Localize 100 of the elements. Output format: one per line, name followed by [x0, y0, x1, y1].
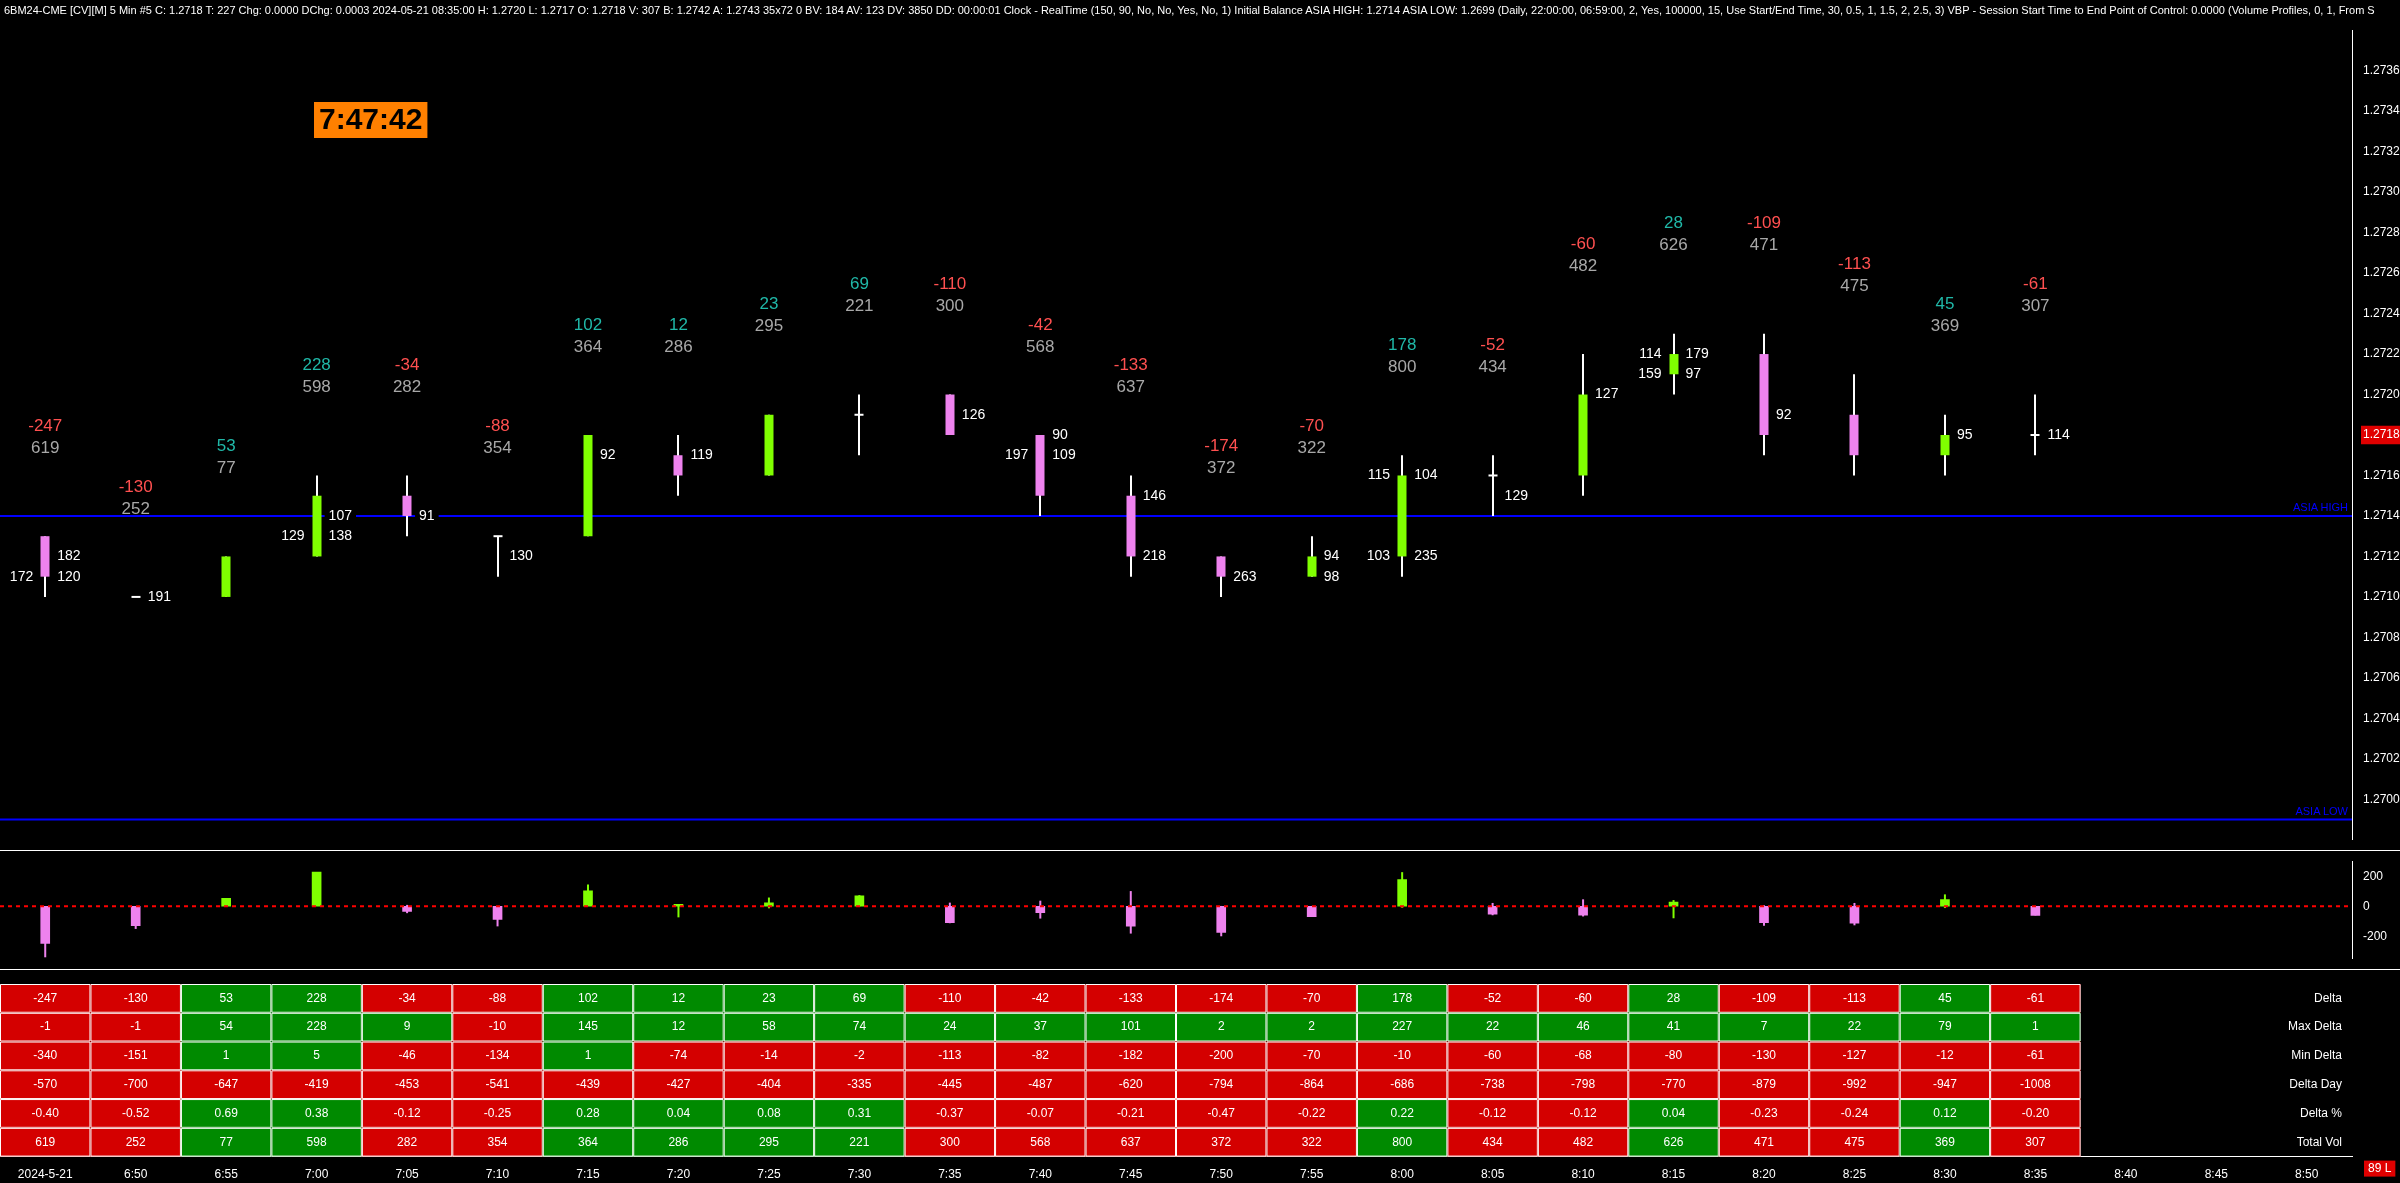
- annotation: -52: [1480, 334, 1505, 354]
- data-label: 58: [762, 1019, 776, 1034]
- x-tick-label: 8:45: [2204, 1167, 2229, 1182]
- data-label: 0.69: [214, 1105, 239, 1120]
- data-label: 37: [1033, 1019, 1048, 1034]
- data-label: -647: [214, 1077, 239, 1091]
- data-label: -0.40: [31, 1105, 60, 1120]
- data-label: 41: [1666, 1019, 1681, 1034]
- annotation: 354: [483, 437, 512, 457]
- annotation: -110: [933, 274, 967, 294]
- data-label: -738: [1480, 1077, 1505, 1091]
- annotation: 114: [1639, 344, 1662, 361]
- data-label: -1: [39, 1019, 51, 1034]
- annotation: 364: [573, 336, 603, 356]
- x-tick-label: 7:10: [485, 1167, 510, 1182]
- data-label: 286: [668, 1134, 689, 1149]
- y-tick-label: 1.2724: [2363, 305, 2400, 320]
- data-label: -60: [1483, 1048, 1502, 1063]
- data-label: -151: [123, 1048, 149, 1063]
- x-tick-label: 6:55: [214, 1167, 239, 1182]
- annotation: 120: [57, 567, 81, 584]
- x-tick-label: 7:15: [576, 1167, 600, 1182]
- annotation: 300: [935, 296, 965, 316]
- data-label: -80: [1664, 1048, 1683, 1063]
- y-tick-label: 1.2736: [2363, 62, 2400, 77]
- annotation: 138: [328, 527, 353, 544]
- data-label: 364: [577, 1134, 599, 1149]
- data-label: 54: [219, 1019, 234, 1034]
- annotation: 172: [9, 567, 34, 584]
- annotation: 475: [1840, 275, 1869, 295]
- annotation: 619: [31, 437, 60, 457]
- x-tick-label: 7:50: [1209, 1167, 1234, 1182]
- annotation: 119: [690, 446, 713, 463]
- data-label: -700: [123, 1077, 149, 1091]
- data-label: -82: [1031, 1048, 1050, 1063]
- annotation: 197: [1004, 446, 1029, 463]
- annotation: 94: [1323, 547, 1340, 564]
- x-tick-label: 7:45: [1119, 1167, 1143, 1182]
- y-tick-label: Min Delta: [2291, 1048, 2343, 1063]
- annotation: 626: [1659, 235, 1688, 255]
- data-label: 0.22: [1390, 1105, 1415, 1120]
- text: 89 L: [2368, 1160, 2392, 1175]
- data-label: -0.21: [1117, 1105, 1145, 1120]
- annotation: 159: [1638, 365, 1662, 382]
- annotation: 179: [1685, 344, 1710, 361]
- data-label: 22: [1485, 1019, 1500, 1034]
- annotation: 102: [573, 314, 603, 334]
- annotation: -88: [485, 415, 510, 435]
- annotation: 372: [1207, 458, 1236, 478]
- data-label: -445: [937, 1077, 963, 1091]
- annotation: 109: [1052, 446, 1076, 463]
- data-label: -174: [1209, 990, 1234, 1005]
- annotation: 129: [281, 527, 305, 544]
- data-label: -12: [1936, 1048, 1954, 1063]
- x-tick-label: 7:55: [1300, 1167, 1324, 1182]
- x-tick-label: 7:05: [395, 1167, 420, 1182]
- y-tick-label: Total Vol: [2296, 1134, 2342, 1149]
- annotation: 146: [1142, 486, 1167, 503]
- data-label: 227: [1392, 1019, 1413, 1034]
- annotation: 126: [961, 405, 986, 422]
- y-tick-label: 1.2726: [2363, 265, 2400, 280]
- data-label: 102: [577, 990, 599, 1005]
- data-label: -0.07: [1026, 1105, 1055, 1120]
- annotation: -247: [28, 415, 63, 435]
- data-label: 9: [403, 1019, 411, 1034]
- data-label: -0.20: [2021, 1105, 2050, 1120]
- annotation: 286: [664, 336, 693, 356]
- x-tick-label: 8:20: [1752, 1167, 1776, 1182]
- x-tick-label: 8:00: [1390, 1167, 1415, 1182]
- data-label: 23: [762, 990, 776, 1005]
- data-label: 300: [939, 1134, 961, 1149]
- annotation: 129: [1504, 486, 1529, 503]
- data-label: 22: [1847, 1019, 1862, 1034]
- annotation: 228: [302, 355, 331, 375]
- data-label: 800: [1392, 1134, 1413, 1149]
- x-tick-label: 7:40: [1028, 1167, 1053, 1182]
- annotation: 127: [1595, 385, 1619, 402]
- annotation: 90: [1052, 425, 1069, 442]
- data-label: -0.47: [1207, 1105, 1236, 1120]
- data-label: -0.23: [1750, 1105, 1778, 1120]
- y-tick-label: 1.2728: [2363, 224, 2400, 239]
- data-label: 0.31: [847, 1105, 872, 1120]
- data-label: 0.04: [666, 1105, 691, 1120]
- data-label: 145: [577, 1019, 599, 1034]
- data-label: -0.12: [393, 1105, 422, 1120]
- data-label: 2: [1217, 1019, 1225, 1034]
- x-tick-label: 8:40: [2114, 1167, 2138, 1182]
- data-label: -127: [1842, 1048, 1867, 1063]
- data-label: -34: [398, 990, 417, 1005]
- data-label: 0.04: [1661, 1105, 1686, 1120]
- annotation: 191: [147, 587, 172, 604]
- data-label: 45: [1938, 990, 1952, 1005]
- data-label: -770: [1661, 1077, 1686, 1091]
- data-label: 12: [671, 1019, 686, 1034]
- annotation: -174: [1204, 436, 1239, 456]
- y-tick-label: 1.2708: [2363, 629, 2400, 644]
- data-label: -798: [1571, 1077, 1596, 1091]
- data-label: 0.12: [1933, 1105, 1957, 1120]
- data-label: 7: [1760, 1019, 1768, 1034]
- data-label: -0.37: [936, 1105, 964, 1120]
